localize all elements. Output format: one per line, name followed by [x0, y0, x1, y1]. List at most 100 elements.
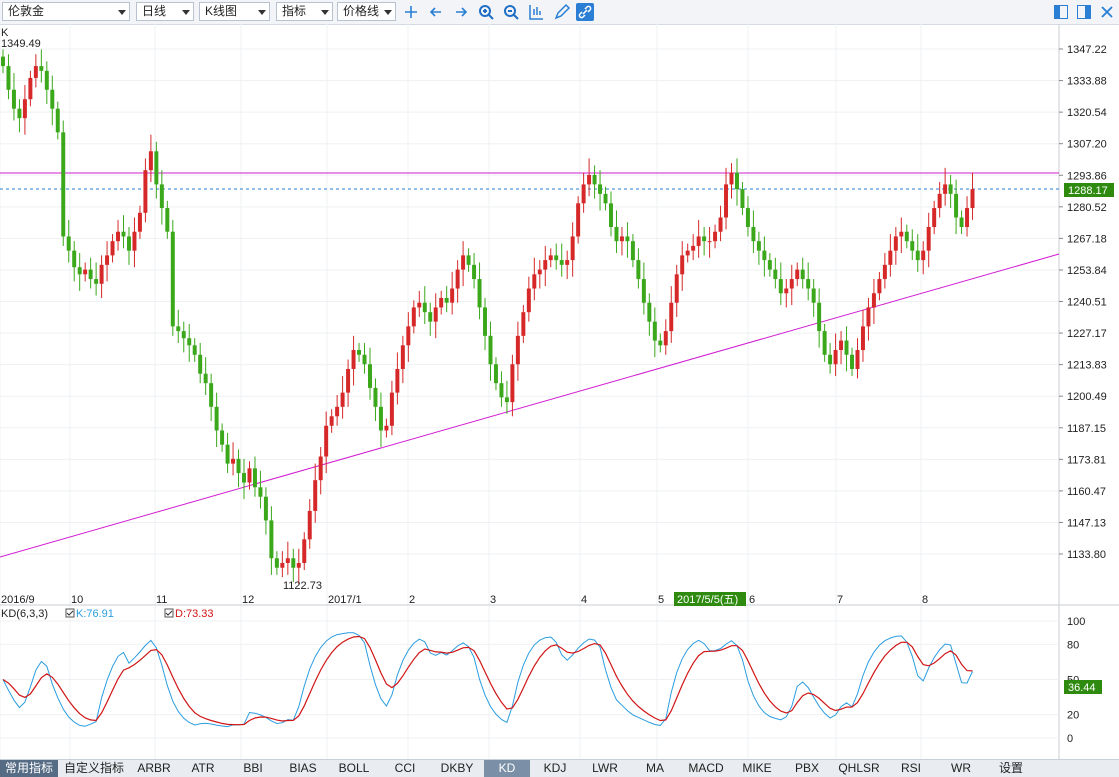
price-axis-ticks: 1347.22 1333.88 1320.54 1307.20 1293.86 1280.…: [1059, 44, 1107, 561]
tab-18[interactable]: WR: [951, 761, 971, 775]
candle-body: [828, 354, 833, 365]
arrow-right-icon[interactable]: [452, 3, 470, 21]
candle-body: [88, 269, 93, 280]
d-checkbox[interactable]: [164, 608, 174, 618]
symbol-dropdown[interactable]: 伦敦金: [2, 2, 130, 21]
tab-11[interactable]: LWR: [592, 761, 618, 775]
candle-body: [767, 260, 772, 270]
price-tick-label: 1293.86: [1067, 170, 1107, 182]
price-tick-label: 1280.52: [1067, 202, 1107, 214]
price-tick-label: 1160.47: [1067, 486, 1106, 498]
candle-body: [28, 77, 33, 100]
candle-body: [242, 473, 246, 483]
candle-body: [745, 208, 750, 227]
candle-body: [6, 66, 11, 90]
candle-body: [466, 255, 471, 265]
bar-scale-icon[interactable]: [527, 3, 545, 21]
candle-body: [762, 250, 767, 261]
candle-body: [44, 70, 49, 90]
tab-15[interactable]: PBX: [794, 761, 819, 775]
candle-body: [247, 468, 252, 483]
date-label: 6: [749, 594, 755, 606]
tab-0[interactable]: 常用指标: [0, 760, 58, 777]
candle-body: [778, 279, 783, 294]
trend-line[interactable]: [0, 253, 1060, 558]
candle-body: [389, 392, 394, 426]
line-type-dropdown[interactable]: 价格线: [337, 2, 396, 21]
high-label: 1349.49: [1, 38, 41, 50]
current-price-label: 1288.17: [1068, 185, 1108, 197]
candle-body: [313, 480, 318, 511]
candle-body: [543, 260, 548, 270]
arrow-left-icon[interactable]: [427, 3, 445, 21]
tab-3[interactable]: ATR: [191, 761, 215, 775]
indicator-dropdown[interactable]: 指标: [276, 2, 333, 21]
candle-body: [121, 231, 126, 237]
candle-body: [488, 335, 493, 365]
candle-body: [899, 231, 904, 237]
kd-current-box: [1064, 680, 1102, 694]
tab-1[interactable]: 自定义指标: [63, 761, 124, 775]
close-icon[interactable]: [1099, 4, 1115, 20]
candle-body: [324, 425, 329, 457]
candle-body: [598, 184, 603, 194]
candle-body: [351, 350, 356, 369]
candle-body: [116, 231, 121, 242]
tab-16[interactable]: QHLSR: [838, 761, 880, 775]
zoom-out-icon[interactable]: [502, 3, 520, 21]
candle-body: [877, 279, 882, 294]
chart-type-dropdown[interactable]: K线图: [199, 2, 270, 21]
link-icon[interactable]: [576, 3, 594, 21]
period-dropdown[interactable]: 日线: [136, 2, 194, 21]
highlight-date-label: 2017/5/5(五): [677, 594, 738, 606]
candle-body: [269, 520, 274, 559]
tab-10[interactable]: KDJ: [543, 761, 567, 775]
candle-body: [450, 288, 455, 303]
tab-4[interactable]: BBI: [243, 761, 263, 775]
tab-19[interactable]: 设置: [998, 761, 1023, 775]
tab-13[interactable]: MACD: [688, 761, 724, 775]
tab-5[interactable]: BIAS: [289, 761, 317, 775]
candle-body: [483, 307, 487, 336]
price-tick-label: 1347.22: [1067, 44, 1107, 56]
pencil-icon[interactable]: [553, 3, 571, 21]
price-tick-label: 1227.17: [1067, 328, 1107, 340]
candle-body: [691, 245, 696, 251]
tab-9[interactable]: KD: [484, 760, 530, 777]
tab-2[interactable]: ARBR: [137, 761, 171, 775]
candle-body: [537, 269, 542, 275]
candle-body: [619, 236, 624, 242]
window-icon[interactable]: [1076, 4, 1092, 20]
candle-body: [570, 236, 575, 261]
k-checkbox[interactable]: [65, 608, 75, 618]
candle-body: [614, 226, 619, 242]
tab-8[interactable]: DKBY: [440, 761, 474, 775]
candle-body: [105, 255, 110, 265]
crosshair-icon[interactable]: [402, 3, 420, 21]
candle-body: [609, 203, 613, 227]
candle-body: [11, 89, 16, 109]
zoom-in-icon[interactable]: [477, 3, 495, 21]
candle-body: [800, 269, 805, 280]
candle-body: [143, 170, 148, 213]
tab-12[interactable]: MA: [646, 761, 664, 775]
tab-6[interactable]: BOLL: [338, 761, 370, 775]
candle-body: [554, 255, 559, 261]
layout-icon[interactable]: [1053, 4, 1069, 20]
candle-body: [395, 368, 400, 393]
candle-body: [439, 297, 444, 308]
candle-body: [220, 430, 225, 445]
price-tick-label: 1187.15: [1067, 423, 1106, 435]
chart-canvas[interactable]: K 1349.49 1122.73 1347.221333.881320.541…: [0, 24, 1119, 759]
candle-body: [433, 307, 438, 322]
date-label: 2: [409, 594, 415, 606]
candle-body: [472, 264, 477, 280]
tab-14[interactable]: MIKE: [742, 761, 772, 775]
candle-body: [170, 231, 175, 327]
candle-body: [137, 212, 142, 232]
current-price-box: [1064, 183, 1114, 197]
candlestick-series: [1, 49, 975, 585]
tab-17[interactable]: RSI: [900, 761, 921, 775]
candle-body: [926, 226, 931, 251]
tab-7[interactable]: CCI: [394, 761, 416, 775]
